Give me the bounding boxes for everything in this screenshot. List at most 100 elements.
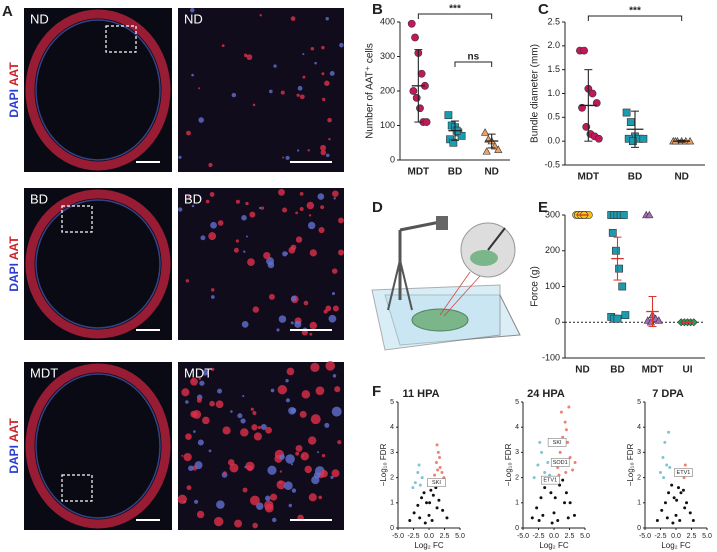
point: [566, 516, 570, 520]
y-tick-label: 200: [545, 245, 560, 255]
axes: [397, 402, 460, 529]
cell-blob: [285, 379, 289, 383]
x-tick-label: ND: [674, 172, 688, 183]
cell-blob: [284, 481, 293, 491]
cell-blob: [323, 309, 328, 314]
y-tick-label: 2.5: [547, 16, 560, 26]
cell-blob: [273, 64, 277, 68]
point: [659, 471, 662, 475]
cell-blob: [337, 440, 342, 445]
panel-letter: F: [372, 383, 381, 400]
point: [689, 318, 698, 327]
cell-blob: [205, 199, 210, 204]
cell-blob: [192, 379, 195, 382]
point: [422, 118, 431, 126]
stain-label: DAPI AAT: [7, 62, 21, 118]
point: [622, 108, 631, 117]
image-label: MDT: [184, 365, 212, 380]
point: [442, 476, 446, 480]
cell-blob: [303, 300, 309, 306]
zoom-box: [61, 474, 93, 502]
point: [438, 466, 442, 470]
cell-blob: [295, 444, 303, 452]
cell-blob: [249, 211, 256, 218]
point: [434, 486, 438, 490]
cell-blob: [321, 454, 326, 458]
point: [564, 491, 568, 495]
cell-blob: [282, 156, 285, 159]
point: [626, 118, 635, 126]
cell-blob: [290, 321, 294, 325]
cell-blob: [299, 410, 307, 418]
cell-blob: [211, 367, 215, 371]
point: [539, 496, 543, 500]
cell-blob: [196, 510, 205, 519]
x-tick-label: MDT: [577, 172, 599, 183]
gene-label: SKI: [553, 440, 562, 446]
cell-blob: [235, 239, 239, 243]
x-tick-label: -2.5: [654, 533, 666, 540]
point: [412, 94, 421, 102]
cell-blob: [199, 380, 205, 386]
cell-blob: [331, 406, 342, 417]
point: [670, 483, 674, 487]
point: [615, 264, 623, 273]
cell-blob: [282, 251, 288, 257]
panel-letter: E: [538, 199, 548, 216]
cell-blob: [208, 232, 217, 241]
y-tick-label: 300: [380, 51, 395, 61]
point: [431, 493, 435, 497]
cell-blob: [198, 377, 202, 380]
cell-blob: [290, 407, 297, 414]
cell-blob: [260, 423, 267, 430]
y-axis-label: −Log₁₀ FDR: [379, 443, 388, 486]
cell-blob: [321, 72, 325, 76]
point: [435, 506, 439, 510]
y-tick-label: 100: [380, 120, 395, 130]
point: [663, 501, 667, 505]
cell-blob: [331, 268, 338, 274]
point: [412, 511, 416, 515]
point: [639, 134, 648, 143]
cell-blob: [193, 430, 196, 433]
significance-label: ***: [449, 4, 461, 15]
image-label: BD: [30, 191, 48, 206]
point: [494, 145, 503, 153]
cell-blob: [331, 292, 335, 296]
cell-blob: [197, 439, 204, 446]
point: [668, 466, 672, 470]
point: [408, 518, 412, 522]
cell-blob: [328, 314, 337, 323]
cell-blob: [190, 410, 198, 418]
cell-blob: [246, 54, 253, 61]
cell-blob: [278, 315, 287, 323]
point: [563, 420, 567, 424]
cell-blob: [250, 407, 254, 411]
point: [662, 476, 666, 480]
cell-blob: [282, 207, 288, 213]
point: [413, 481, 417, 485]
cell-blob: [320, 205, 325, 210]
y-tick-label: 5: [515, 399, 519, 406]
point: [571, 468, 575, 472]
x-tick-label: 0.0: [549, 533, 559, 540]
cell-blob: [306, 201, 315, 210]
cell-blob: [295, 451, 300, 456]
point: [536, 463, 540, 467]
point: [594, 134, 603, 143]
cell-blob: [270, 388, 275, 393]
y-tick-label: 3: [515, 449, 519, 456]
point: [667, 430, 671, 434]
cell-blob: [324, 80, 330, 86]
stain-label: DAPI AAT: [7, 236, 21, 292]
y-tick-label: 0.5: [547, 112, 560, 122]
stain-aat: AAT: [7, 236, 21, 260]
point: [621, 311, 630, 319]
cell-blob: [320, 144, 327, 151]
point: [438, 455, 442, 459]
point: [660, 508, 664, 512]
point: [449, 138, 458, 147]
y-tick-label: 4: [637, 424, 641, 431]
y-tick-label: 2: [515, 474, 519, 481]
panel-letter: C: [538, 1, 549, 18]
